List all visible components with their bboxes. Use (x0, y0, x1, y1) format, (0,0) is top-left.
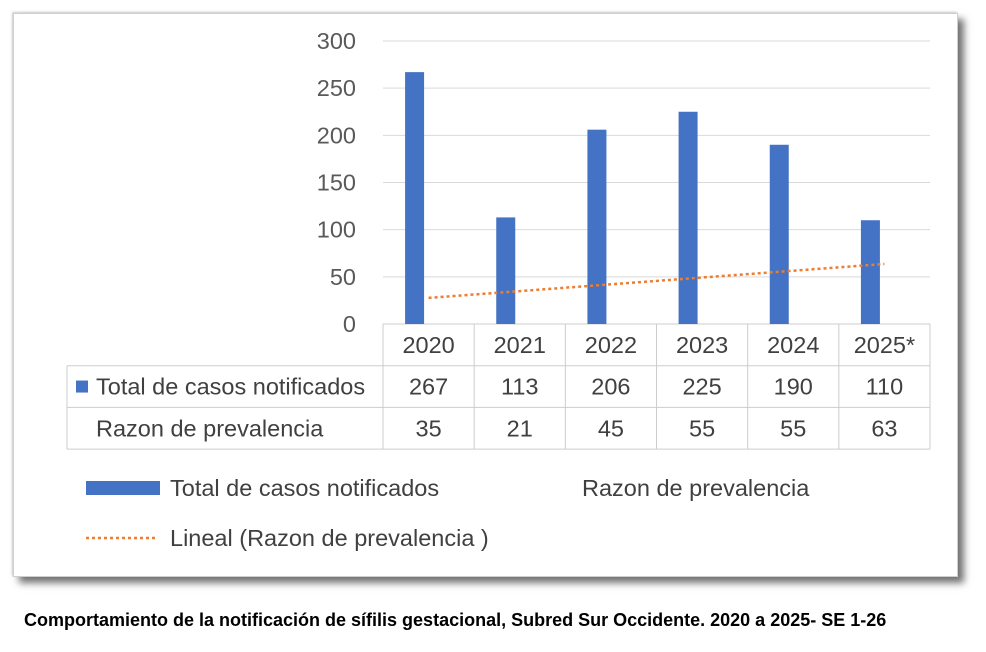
legend-label: Total de casos notificados (170, 475, 439, 501)
table-row-header: Total de casos notificados (96, 374, 365, 400)
bar-2023 (678, 111, 698, 324)
figure-caption: Comportamiento de la notificación de síf… (24, 610, 887, 630)
plot-area: 0 50 100 150 200 250 300 (317, 28, 930, 337)
bar-2021 (496, 217, 516, 324)
table-legend-key (76, 380, 88, 393)
table-cell-2025: 110 (866, 374, 903, 400)
y-tick-label: 150 (317, 170, 356, 196)
legend-label: Lineal (Razon de prevalencia ) (170, 525, 489, 551)
y-tick-label: 50 (330, 264, 356, 290)
table-header-2022: 2022 (585, 332, 637, 358)
legend-label: Razon de prevalencia (582, 475, 810, 501)
table-cell-2023: 225 (682, 374, 721, 400)
table-cell-2024: 190 (774, 374, 813, 400)
table-cell-2022: 45 (598, 415, 624, 441)
table-cell-2022: 206 (591, 374, 630, 400)
data-table: 2020 2021 2022 2023 2024 2025* Total de casos … (66, 323, 931, 450)
table-cell-2020: 267 (409, 374, 448, 400)
legend-swatch-bar (86, 481, 160, 495)
table-cell-2021: 113 (501, 374, 538, 400)
table-header-2025: 2025* (854, 332, 915, 358)
data-marks (405, 72, 885, 324)
y-tick-label: 100 (317, 217, 356, 243)
bar-2025 (860, 220, 880, 324)
legend-item-trendline: Lineal (Razon de prevalencia ) (86, 525, 489, 551)
legend-item-total-casos: Total de casos notificados (86, 475, 439, 501)
bar-2020 (405, 72, 425, 324)
table-header-2024: 2024 (767, 332, 819, 358)
table-cell-2023: 55 (689, 415, 715, 441)
legend-item-razon-prevalencia: Razon de prevalencia (582, 475, 810, 501)
y-tick-label: 250 (317, 75, 356, 101)
table-header-2020: 2020 (402, 332, 454, 358)
table-cell-2025: 63 (871, 415, 897, 441)
table-header-2023: 2023 (676, 332, 728, 358)
table-cell-2024: 55 (780, 415, 806, 441)
trendline (428, 262, 885, 300)
table-header-2021: 2021 (494, 332, 546, 358)
y-tick-label: 300 (317, 28, 356, 54)
table-row-header: Razon de prevalencia (96, 415, 324, 441)
y-tick-label: 0 (343, 311, 356, 337)
bar-2024 (769, 144, 789, 324)
y-tick-label: 200 (317, 122, 356, 148)
table-cell-2020: 35 (416, 415, 442, 441)
legend: Total de casos notificados Razon de prev… (86, 475, 810, 551)
chart-panel (13, 13, 958, 577)
table-cell-2021: 21 (507, 415, 533, 441)
bar-2022 (587, 129, 607, 324)
